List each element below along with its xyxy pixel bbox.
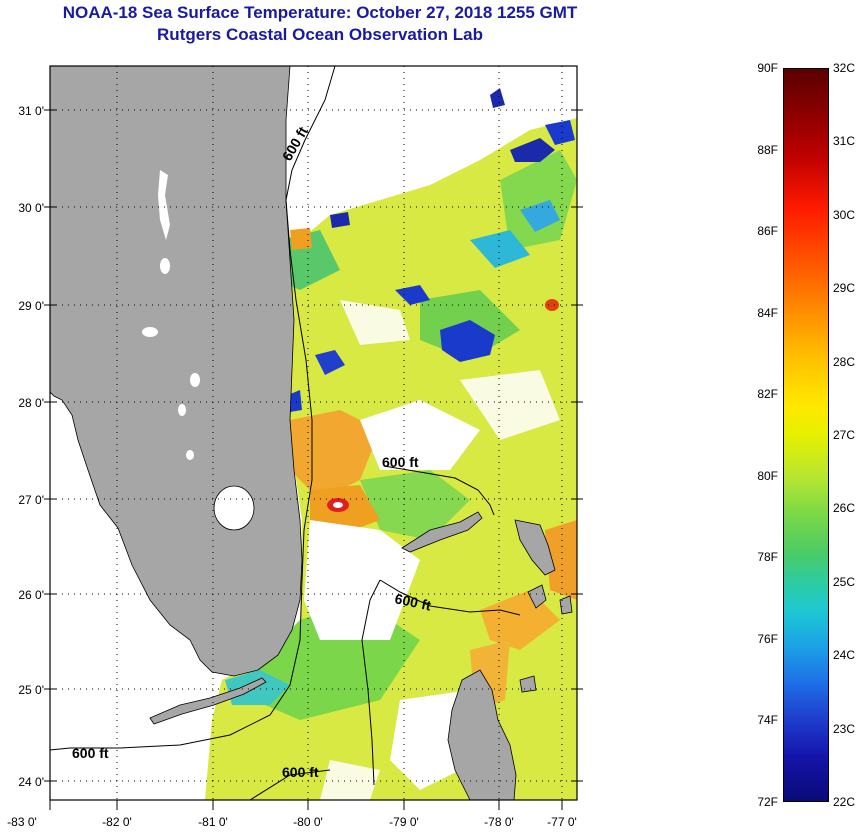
graticule [49, 66, 577, 800]
lake-okeechobee [213, 485, 255, 531]
colorbar-label-c: 31C [833, 134, 856, 149]
colorbar-label-c: 32C [833, 61, 856, 75]
lat-label: 28 0' [18, 396, 44, 410]
temperature-colorbar [783, 68, 829, 802]
lon-label: -79 0' [389, 815, 419, 829]
lat-label: 31 0' [18, 104, 44, 118]
cloud-gap [340, 300, 410, 345]
colorbar-label-c: 29C [833, 281, 856, 296]
contour-label: 600 ft [393, 590, 432, 613]
sst-patch-cyan [225, 670, 290, 705]
sst-patch-green [500, 150, 577, 250]
land-grand-bahama [401, 511, 483, 553]
sst-patch-green [360, 470, 470, 540]
lat-label: 30 0' [18, 201, 44, 215]
land-islet [519, 675, 537, 693]
lat-label: 27 0' [18, 493, 44, 507]
cloud-gap [320, 760, 380, 800]
lon-label: -77 0' [547, 815, 577, 829]
lat-label: 25 0' [18, 683, 44, 697]
sst-patch-blue [490, 88, 505, 108]
axis-ticks [44, 109, 583, 810]
map-subtitle: Rutgers Coastal Ocean Observation Lab [157, 25, 483, 44]
colorbar-label-c: 25C [833, 574, 856, 589]
sst-patch-blue [315, 350, 345, 375]
sst-patch-blue [510, 138, 555, 162]
sst-patch-blue [330, 212, 350, 228]
cloud-gap [460, 370, 560, 440]
contour-label: 600 ft [382, 454, 419, 470]
sst-hotspot [545, 299, 559, 311]
sst-hotspot [333, 502, 343, 508]
lat-label: 26 0' [18, 588, 44, 602]
colorbar-label-f: 82F [757, 387, 778, 402]
colorbar-label-f: 86F [757, 224, 778, 239]
inland-lake [190, 373, 200, 387]
colorbar-label-f: 84F [757, 305, 778, 320]
colorbar-label-c: 28C [833, 354, 856, 369]
sst-patch-cyan [520, 200, 560, 232]
colorbar-label-f: 80F [757, 468, 778, 483]
land-andros [447, 669, 517, 800]
lon-label: -80 0' [293, 815, 323, 829]
contour-label: 600 ft [282, 764, 319, 780]
colorbar-label-f: 78F [757, 550, 778, 565]
lon-label: -82 0' [102, 815, 132, 829]
sst-patch-blue [545, 120, 575, 145]
sst-patch-blue [440, 320, 495, 362]
inland-lake [142, 327, 158, 337]
lon-label: -81 0' [198, 815, 228, 829]
land-abaco [514, 519, 556, 576]
lon-label: -83 0' [7, 815, 37, 829]
cloud-gap [304, 520, 420, 640]
land-islet [527, 584, 547, 609]
sst-patch-blue [395, 285, 430, 305]
land-islet [559, 595, 573, 615]
contour-label: 600 ft [72, 745, 109, 761]
sst-patch-blue [288, 390, 302, 412]
inland-lake [158, 170, 170, 240]
colorbar-label-c: 30C [833, 207, 856, 222]
sst-patch-orange [545, 520, 577, 600]
colorbar-label-f: 72F [757, 795, 778, 809]
cloud-gap [360, 400, 480, 470]
colorbar-label-c: 22C [833, 795, 856, 809]
lat-label: 29 0' [18, 299, 44, 313]
colorbar-label-f: 90F [757, 61, 778, 75]
lon-label: -78 0' [484, 815, 514, 829]
inland-lake [186, 450, 194, 460]
colorbar-label-c: 26C [833, 501, 856, 516]
sst-patch-cyan [470, 230, 530, 268]
sst-patch-orange [290, 228, 312, 250]
colorbar-label-c: 23C [833, 721, 856, 736]
inland-lake [160, 258, 170, 274]
colorbar-label-c: 27C [833, 428, 856, 442]
colorbar-label-c: 24C [833, 648, 856, 663]
inland-lake [178, 404, 186, 416]
colorbar-label-f: 74F [757, 713, 778, 728]
map-title: NOAA-18 Sea Surface Temperature: October… [62, 3, 578, 22]
lat-label: 24 0' [18, 775, 44, 789]
colorbar-label-f: 76F [757, 631, 778, 646]
colorbar-label-f: 88F [757, 142, 778, 157]
